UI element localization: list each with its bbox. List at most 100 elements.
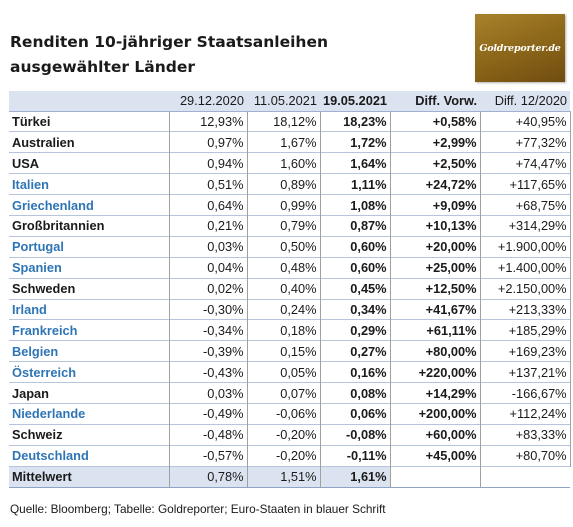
yield-29-12-2020-cell: -0,30%: [168, 299, 247, 320]
yield-11-05-2021-cell: 0,50%: [246, 236, 320, 258]
source-note: Quelle: Bloomberg; Tabelle: Goldreporter…: [10, 502, 386, 516]
diff-prev-week-cell: +2,50%: [389, 152, 481, 174]
yield-19-05-2021-cell: -0,08%: [319, 424, 391, 446]
yield-19-05-2021-cell: 0,60%: [319, 257, 391, 279]
country-cell: Niederlande: [12, 406, 86, 422]
diff-prev-week-cell: +10,13%: [389, 215, 481, 237]
yield-19-05-2021-cell: -0,11%: [319, 445, 391, 467]
yield-29-12-2020-cell: -0,43%: [168, 361, 247, 383]
average-19-05-2021: 1,61%: [319, 466, 391, 488]
diff-dec-2020-cell: +185,29%: [479, 319, 571, 341]
yield-11-05-2021-cell: 0,79%: [246, 215, 320, 237]
yield-29-12-2020-cell: 0,97%: [168, 131, 247, 153]
diff-dec-2020-cell: +112,24%: [479, 403, 571, 425]
header-country: [9, 91, 169, 112]
average-11-05-2021: 1,51%: [246, 466, 320, 488]
header-diff-prev-week: Diff. Vorw.: [390, 91, 481, 112]
diff-dec-2020-cell: -166,67%: [479, 382, 571, 404]
diff-prev-week-cell: +2,99%: [389, 131, 481, 153]
average-diff-dec-2020-empty: [479, 466, 571, 488]
diff-dec-2020-cell: +2.150,00%: [479, 278, 571, 300]
yield-29-12-2020-cell: 0,03%: [168, 382, 247, 404]
diff-prev-week-cell: +14,29%: [389, 382, 481, 404]
yield-29-12-2020-cell: -0,34%: [168, 319, 247, 341]
yield-19-05-2021-cell: 0,45%: [319, 278, 391, 300]
diff-prev-week-cell: +60,00%: [389, 424, 481, 446]
yield-19-05-2021-cell: 1,08%: [319, 194, 391, 216]
country-cell: Österreich: [12, 364, 77, 380]
country-cell: Türkei: [12, 113, 51, 129]
yield-29-12-2020-cell: 0,51%: [168, 173, 247, 195]
country-cell: Deutschland: [12, 448, 89, 464]
table-row: Deutschland -0,57% -0,20% -0,11% +45,00% +80,…: [9, 445, 571, 467]
header-date-1: 29.12.2020: [169, 91, 247, 112]
table-row: Irland -0,30% 0,24% 0,34% +41,67% +213,33%: [9, 299, 571, 320]
yield-29-12-2020-cell: -0,57%: [168, 445, 247, 467]
table-row: Italien 0,51% 0,89% 1,11% +24,72% +117,65%: [9, 173, 571, 195]
diff-dec-2020-cell: +314,29%: [479, 215, 571, 237]
country-cell: Schweden: [12, 281, 76, 297]
table-row: Spanien 0,04% 0,48% 0,60% +25,00% +1.400,00%: [9, 257, 571, 279]
country-cell: Italien: [12, 176, 49, 192]
yield-29-12-2020-cell: -0,39%: [168, 340, 247, 362]
average-29-12-2020: 0,78%: [168, 466, 247, 488]
diff-prev-week-cell: +200,00%: [389, 403, 481, 425]
diff-prev-week-cell: +24,72%: [389, 173, 481, 195]
country-cell: USA: [12, 155, 40, 171]
diff-dec-2020-cell: +80,70%: [479, 445, 571, 467]
yield-11-05-2021-cell: 0,48%: [246, 257, 320, 279]
yield-29-12-2020-cell: 0,03%: [168, 236, 247, 258]
yield-11-05-2021-cell: 1,67%: [246, 131, 320, 153]
diff-dec-2020-cell: +68,75%: [479, 194, 571, 216]
yield-29-12-2020-cell: 0,02%: [168, 278, 247, 300]
table-row: Japan 0,03% 0,07% 0,08% +14,29% -166,67%: [9, 382, 571, 404]
country-cell: Australien: [12, 134, 75, 150]
country-cell: Irland: [12, 301, 47, 317]
table-row: Belgien -0,39% 0,15% 0,27% +80,00% +169,23%: [9, 340, 571, 362]
table-row: Australien 0,97% 1,67% 1,72% +2,99% +77,32%: [9, 131, 571, 153]
diff-dec-2020-cell: +83,33%: [479, 424, 571, 446]
yield-11-05-2021-cell: 0,15%: [246, 340, 320, 362]
diff-dec-2020-cell: +74,47%: [479, 152, 571, 174]
diff-dec-2020-cell: +77,32%: [479, 131, 571, 153]
header-date-3: 19.05.2021: [320, 91, 391, 112]
header-date-2: 11.05.2021: [247, 91, 320, 112]
title-line-1: Renditen 10-jähriger Staatsanleihen: [10, 33, 328, 51]
yield-19-05-2021-cell: 1,72%: [319, 131, 391, 153]
yield-19-05-2021-cell: 0,29%: [319, 319, 391, 341]
yield-11-05-2021-cell: -0,06%: [246, 403, 320, 425]
country-cell: Frankreich: [12, 322, 78, 338]
yields-table: 29.12.2020 11.05.2021 19.05.2021 Diff. V…: [9, 91, 571, 488]
yield-11-05-2021-cell: -0,20%: [246, 445, 320, 467]
yield-11-05-2021-cell: -0,20%: [246, 424, 320, 446]
header-diff-dec-2020: Diff. 12/2020: [480, 91, 571, 112]
diff-dec-2020-cell: +40,95%: [479, 111, 571, 132]
table-row: Griechenland 0,64% 0,99% 1,08% +9,09% +68,75%: [9, 194, 571, 216]
logo-text: Goldreporter.de: [479, 42, 561, 54]
table-title: Renditen 10-jähriger Staatsanleihen ausg…: [10, 30, 328, 80]
diff-prev-week-cell: +61,11%: [389, 319, 481, 341]
table-row: USA 0,94% 1,60% 1,64% +2,50% +74,47%: [9, 152, 571, 174]
yield-19-05-2021-cell: 0,87%: [319, 215, 391, 237]
table-row: Großbritannien 0,21% 0,79% 0,87% +10,13% +314…: [9, 215, 571, 237]
table-row: Portugal 0,03% 0,50% 0,60% +20,00% +1.900,00%: [9, 236, 571, 258]
country-cell: Belgien: [12, 343, 59, 359]
diff-dec-2020-cell: +1.900,00%: [479, 236, 571, 258]
diff-prev-week-cell: +20,00%: [389, 236, 481, 258]
table-body: Türkei 12,93% 18,12% 18,23% +0,58% +40,95% Aus…: [9, 111, 571, 488]
diff-prev-week-cell: +12,50%: [389, 278, 481, 300]
yield-11-05-2021-cell: 0,18%: [246, 319, 320, 341]
yield-11-05-2021-cell: 0,89%: [246, 173, 320, 195]
yield-19-05-2021-cell: 0,16%: [319, 361, 391, 383]
yield-11-05-2021-cell: 0,05%: [246, 361, 320, 383]
average-label: Mittelwert: [9, 466, 169, 488]
diff-dec-2020-cell: +213,33%: [479, 299, 571, 320]
diff-dec-2020-cell: +137,21%: [479, 361, 571, 383]
yield-29-12-2020-cell: 0,64%: [168, 194, 247, 216]
country-cell: Spanien: [12, 260, 62, 276]
country-cell: Portugal: [12, 239, 64, 255]
table-row: Türkei 12,93% 18,12% 18,23% +0,58% +40,95%: [9, 111, 571, 132]
title-line-2: ausgewählter Länder: [10, 58, 196, 76]
yield-19-05-2021-cell: 1,64%: [319, 152, 391, 174]
yield-19-05-2021-cell: 0,60%: [319, 236, 391, 258]
